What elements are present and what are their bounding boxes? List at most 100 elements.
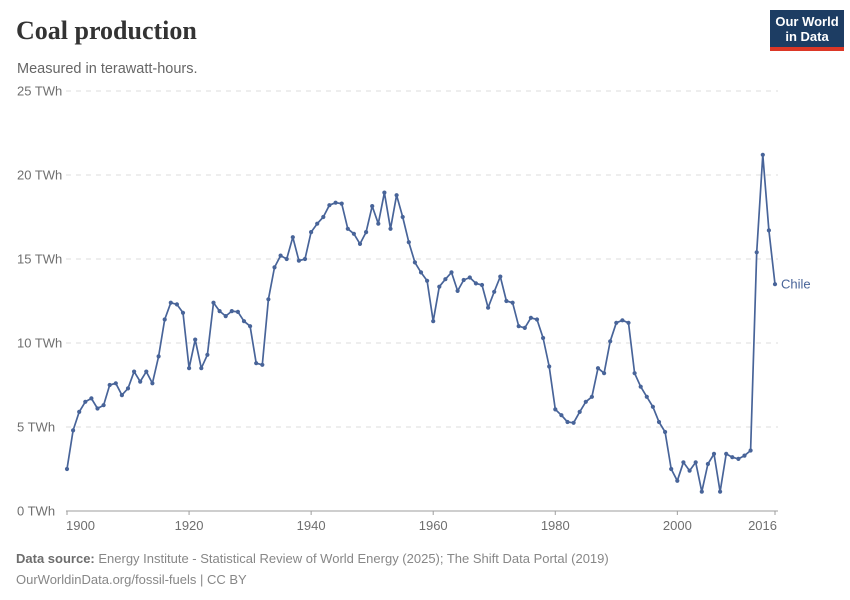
data-point[interactable]: [345, 226, 350, 231]
data-point[interactable]: [711, 451, 717, 456]
data-point[interactable]: [370, 204, 375, 209]
data-point[interactable]: [248, 324, 253, 329]
data-point[interactable]: [498, 274, 503, 279]
data-point[interactable]: [193, 337, 198, 342]
data-point[interactable]: [473, 281, 478, 286]
data-point[interactable]: [522, 325, 527, 330]
series-end-label[interactable]: Chile: [781, 277, 811, 292]
data-point[interactable]: [437, 284, 442, 289]
data-point[interactable]: [467, 275, 472, 280]
data-point[interactable]: [675, 478, 680, 483]
data-point[interactable]: [64, 466, 70, 472]
data-point[interactable]: [278, 253, 283, 258]
data-point[interactable]: [95, 406, 100, 411]
data-point[interactable]: [608, 339, 613, 344]
data-point[interactable]: [235, 309, 240, 314]
data-point[interactable]: [754, 250, 759, 255]
data-point[interactable]: [113, 381, 118, 386]
data-point[interactable]: [205, 352, 210, 357]
data-point[interactable]: [772, 282, 778, 287]
data-point[interactable]: [632, 371, 637, 376]
data-point[interactable]: [766, 228, 772, 233]
data-point[interactable]: [602, 371, 607, 376]
owid-logo[interactable]: Our World in Data: [770, 10, 844, 51]
data-point[interactable]: [443, 277, 448, 282]
data-point[interactable]: [174, 302, 179, 307]
data-point[interactable]: [461, 277, 466, 283]
data-point[interactable]: [302, 256, 308, 262]
data-point[interactable]: [614, 320, 619, 325]
data-point[interactable]: [327, 203, 332, 208]
data-point[interactable]: [187, 366, 192, 371]
data-point[interactable]: [705, 461, 711, 467]
data-point[interactable]: [577, 409, 582, 414]
data-point[interactable]: [699, 489, 704, 494]
data-point[interactable]: [742, 453, 747, 458]
data-point[interactable]: [449, 270, 454, 275]
data-point[interactable]: [156, 354, 161, 359]
data-point[interactable]: [687, 468, 692, 473]
data-point[interactable]: [693, 460, 698, 465]
line-series-chile[interactable]: [66, 153, 776, 493]
data-point[interactable]: [400, 214, 405, 220]
data-point[interactable]: [272, 265, 277, 270]
data-point[interactable]: [626, 320, 631, 325]
data-point[interactable]: [223, 314, 228, 319]
data-point[interactable]: [479, 282, 485, 288]
data-point[interactable]: [669, 466, 674, 472]
data-point[interactable]: [315, 221, 320, 226]
data-point[interactable]: [107, 382, 112, 388]
data-point[interactable]: [364, 230, 369, 235]
data-point[interactable]: [516, 324, 521, 329]
data-point[interactable]: [504, 298, 509, 304]
data-point[interactable]: [748, 448, 753, 453]
data-point[interactable]: [150, 381, 155, 386]
data-point[interactable]: [290, 235, 295, 240]
data-point[interactable]: [559, 413, 564, 418]
data-point[interactable]: [180, 310, 186, 315]
data-point[interactable]: [162, 317, 167, 322]
data-point[interactable]: [168, 300, 173, 305]
data-point[interactable]: [125, 386, 131, 391]
data-point[interactable]: [144, 369, 149, 374]
data-point[interactable]: [589, 394, 595, 399]
data-point[interactable]: [510, 300, 515, 305]
data-point[interactable]: [541, 335, 546, 341]
data-point[interactable]: [492, 289, 497, 294]
owid-link[interactable]: OurWorldinData.org/fossil-fuels | CC BY: [16, 572, 247, 587]
data-point[interactable]: [394, 193, 399, 198]
data-point[interactable]: [83, 399, 88, 404]
data-point[interactable]: [132, 369, 137, 374]
data-point[interactable]: [553, 407, 558, 412]
data-point[interactable]: [736, 456, 741, 461]
data-point[interactable]: [681, 460, 686, 465]
data-point[interactable]: [376, 221, 381, 226]
data-point[interactable]: [412, 260, 417, 265]
data-point[interactable]: [217, 309, 222, 314]
data-point[interactable]: [241, 319, 247, 324]
data-point[interactable]: [199, 366, 204, 371]
data-point[interactable]: [718, 489, 723, 494]
data-point[interactable]: [254, 361, 259, 366]
data-point[interactable]: [528, 315, 534, 320]
data-point[interactable]: [571, 420, 576, 425]
data-point[interactable]: [534, 317, 540, 322]
data-point[interactable]: [333, 200, 338, 205]
data-point[interactable]: [565, 419, 570, 425]
data-point[interactable]: [406, 240, 411, 245]
data-point[interactable]: [351, 231, 356, 236]
data-point[interactable]: [760, 152, 765, 157]
data-point[interactable]: [77, 409, 82, 414]
data-point[interactable]: [339, 201, 344, 206]
data-point[interactable]: [89, 396, 94, 401]
data-point[interactable]: [101, 403, 106, 408]
data-point[interactable]: [418, 270, 424, 275]
data-point[interactable]: [595, 366, 601, 371]
data-point[interactable]: [357, 241, 363, 246]
data-point[interactable]: [663, 429, 668, 435]
data-point[interactable]: [644, 394, 649, 399]
data-point[interactable]: [309, 230, 314, 235]
data-point[interactable]: [583, 399, 588, 404]
data-point[interactable]: [296, 258, 301, 263]
